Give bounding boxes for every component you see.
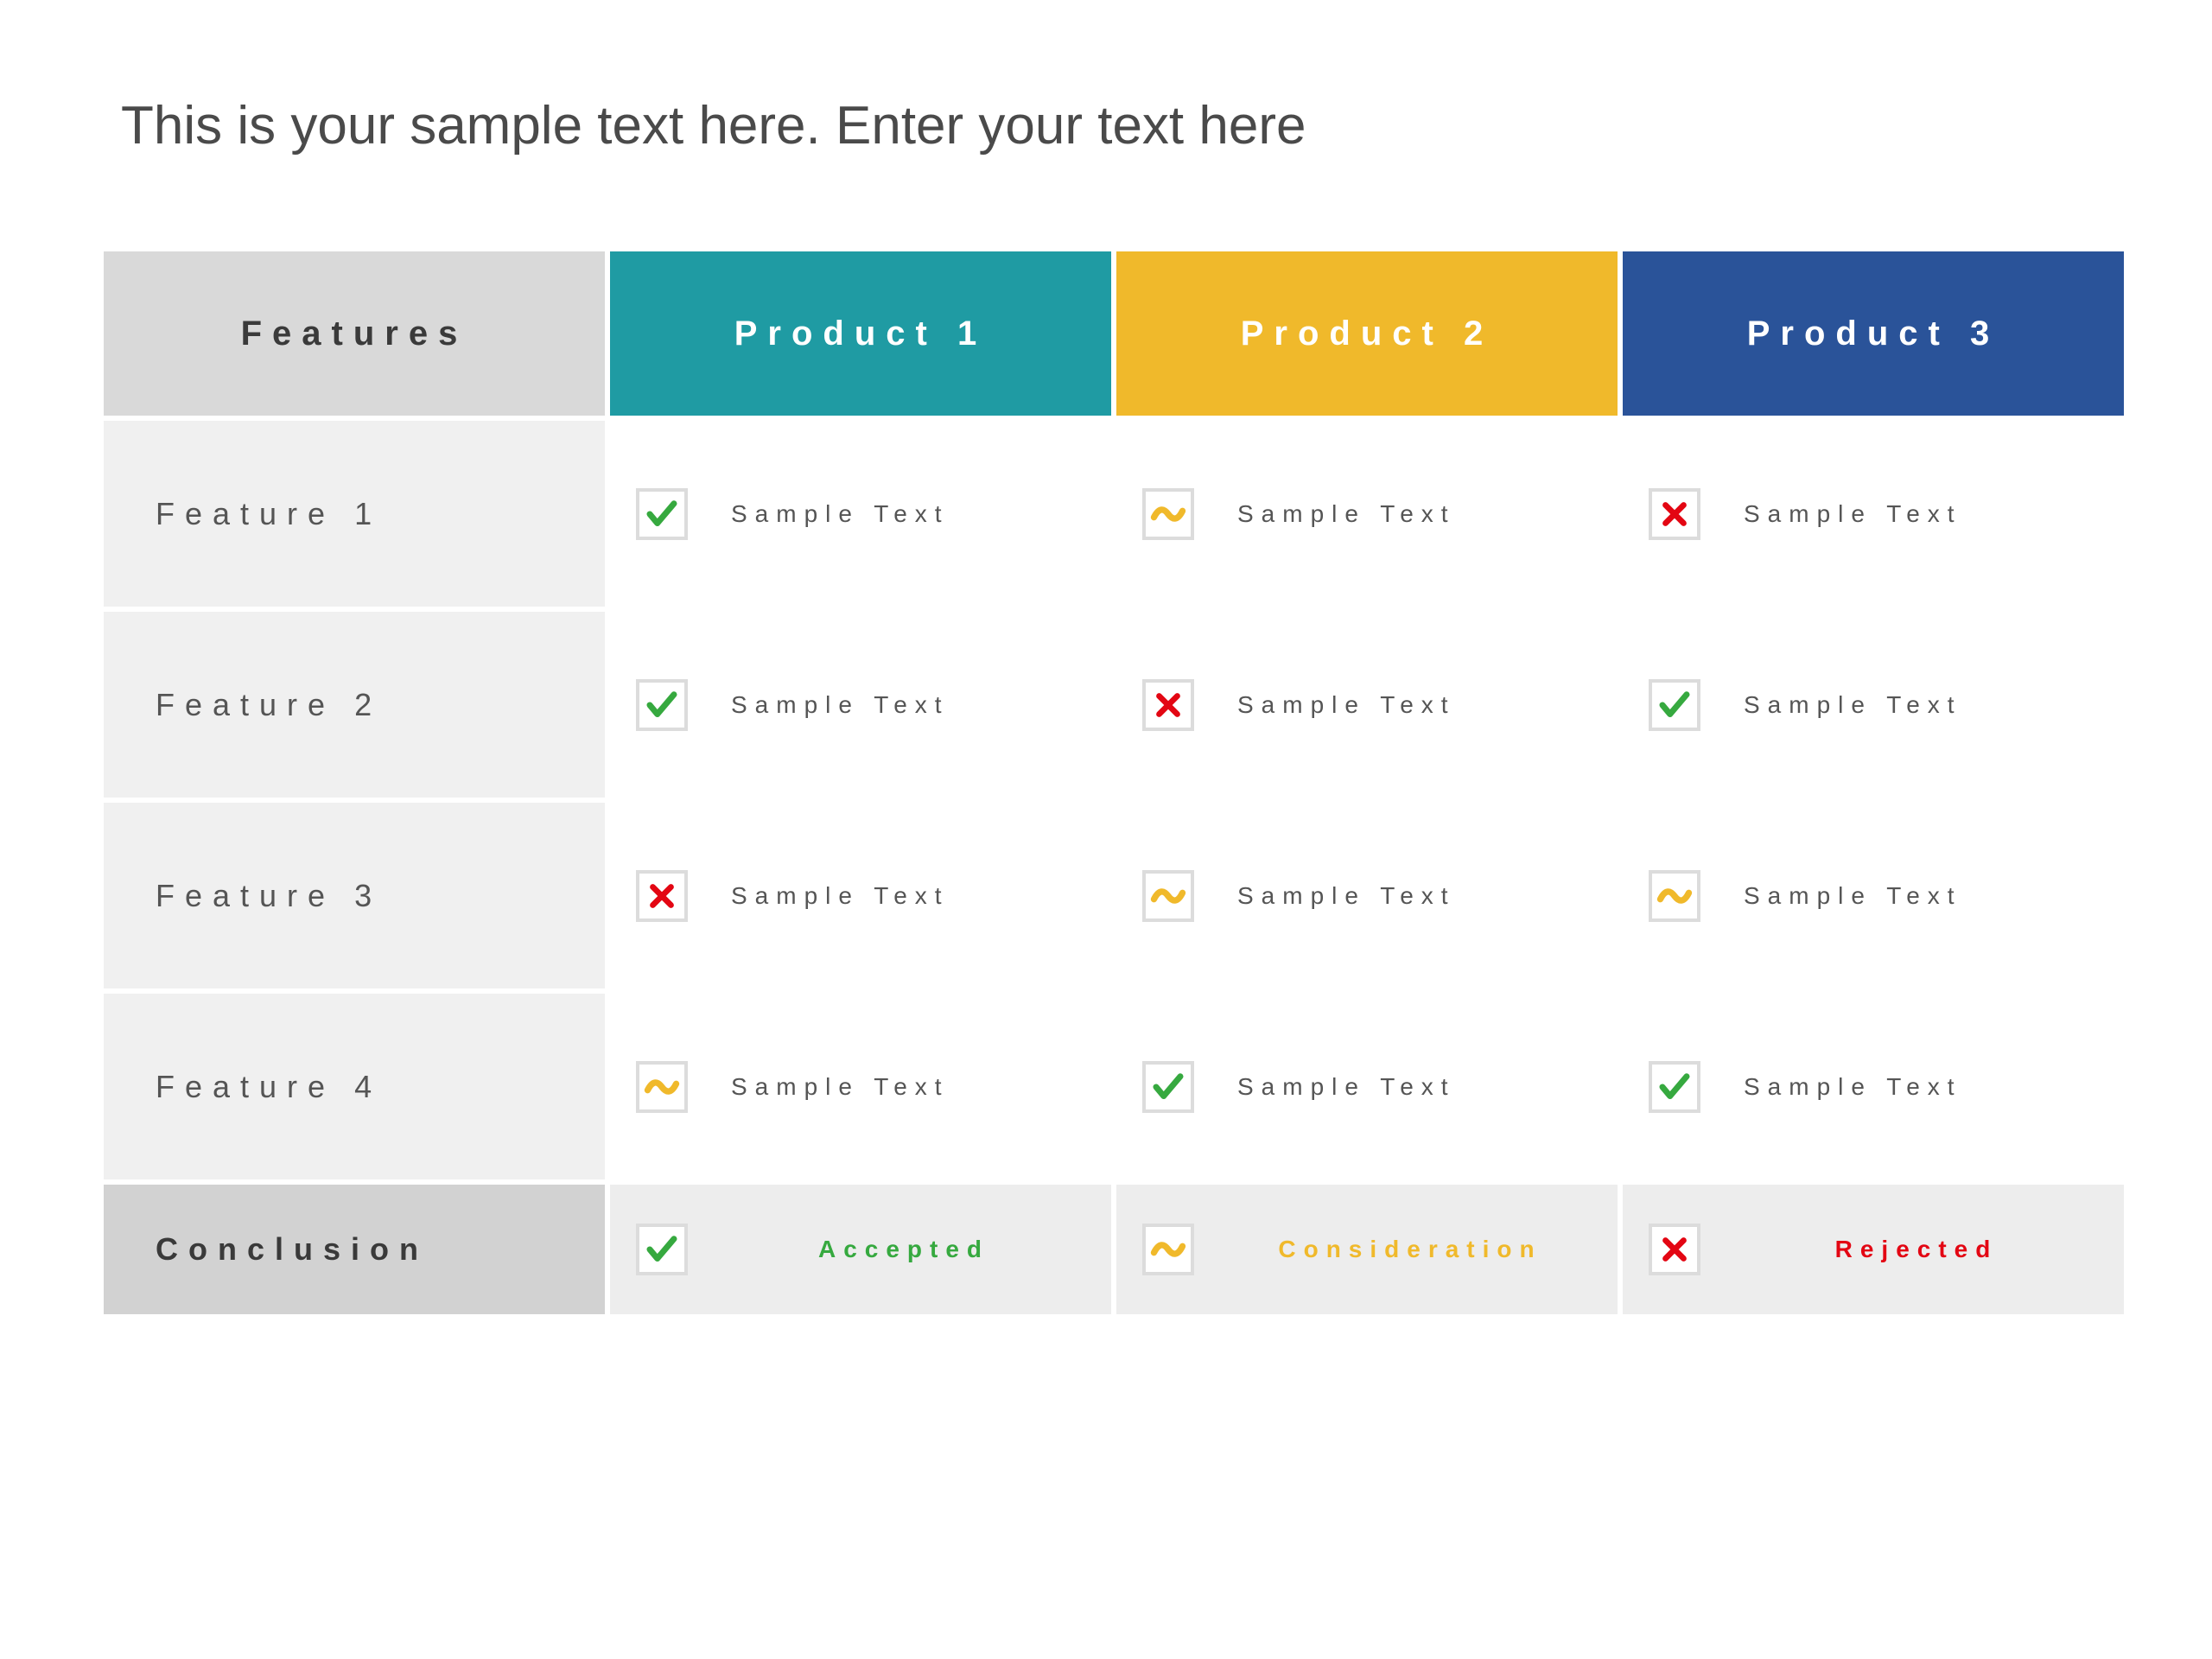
check-icon: [636, 1224, 688, 1275]
feature-label-2: Feature 2: [104, 612, 605, 798]
tilde-icon: [1649, 870, 1700, 922]
check-icon: [636, 679, 688, 731]
conclusion-text: Accepted: [731, 1236, 1111, 1263]
header-product-1: Product 1: [610, 251, 1111, 416]
conclusion-cell-3: Rejected: [1623, 1185, 2124, 1314]
cell-text: Sample Text: [731, 500, 950, 528]
check-icon: [636, 488, 688, 540]
cell-r3-c2: Sample Text: [1116, 803, 1618, 988]
cell-r4-c3: Sample Text: [1623, 994, 2124, 1179]
comparison-table: FeaturesProduct 1Product 2Product 3Featu…: [104, 251, 2108, 1314]
feature-label-4: Feature 4: [104, 994, 605, 1179]
header-features: Features: [104, 251, 605, 416]
cell-text: Sample Text: [1237, 882, 1456, 910]
cell-text: Sample Text: [1237, 691, 1456, 719]
conclusion-cell-1: Accepted: [610, 1185, 1111, 1314]
conclusion-label: Conclusion: [104, 1185, 605, 1314]
tilde-icon: [636, 1061, 688, 1113]
check-icon: [1649, 679, 1700, 731]
cell-text: Sample Text: [1744, 1073, 1962, 1101]
cross-icon: [1649, 1224, 1700, 1275]
conclusion-text: Rejected: [1744, 1236, 2124, 1263]
conclusion-text: Consideration: [1237, 1236, 1618, 1263]
tilde-icon: [1142, 488, 1194, 540]
conclusion-cell-2: Consideration: [1116, 1185, 1618, 1314]
cell-r4-c1: Sample Text: [610, 994, 1111, 1179]
cell-r2-c3: Sample Text: [1623, 612, 2124, 798]
cell-text: Sample Text: [1744, 882, 1962, 910]
tilde-icon: [1142, 870, 1194, 922]
cross-icon: [636, 870, 688, 922]
header-product-3: Product 3: [1623, 251, 2124, 416]
cell-r2-c1: Sample Text: [610, 612, 1111, 798]
cross-icon: [1649, 488, 1700, 540]
page-title: This is your sample text here. Enter you…: [121, 95, 2108, 156]
cell-r3-c1: Sample Text: [610, 803, 1111, 988]
tilde-icon: [1142, 1224, 1194, 1275]
feature-label-1: Feature 1: [104, 421, 605, 607]
cell-text: Sample Text: [1237, 1073, 1456, 1101]
cell-r3-c3: Sample Text: [1623, 803, 2124, 988]
cell-text: Sample Text: [731, 882, 950, 910]
cell-r1-c2: Sample Text: [1116, 421, 1618, 607]
cell-text: Sample Text: [731, 691, 950, 719]
cell-r4-c2: Sample Text: [1116, 994, 1618, 1179]
cell-text: Sample Text: [1237, 500, 1456, 528]
cell-text: Sample Text: [1744, 500, 1962, 528]
cell-r1-c3: Sample Text: [1623, 421, 2124, 607]
check-icon: [1649, 1061, 1700, 1113]
check-icon: [1142, 1061, 1194, 1113]
cross-icon: [1142, 679, 1194, 731]
header-product-2: Product 2: [1116, 251, 1618, 416]
cell-r1-c1: Sample Text: [610, 421, 1111, 607]
cell-text: Sample Text: [731, 1073, 950, 1101]
cell-text: Sample Text: [1744, 691, 1962, 719]
cell-r2-c2: Sample Text: [1116, 612, 1618, 798]
feature-label-3: Feature 3: [104, 803, 605, 988]
